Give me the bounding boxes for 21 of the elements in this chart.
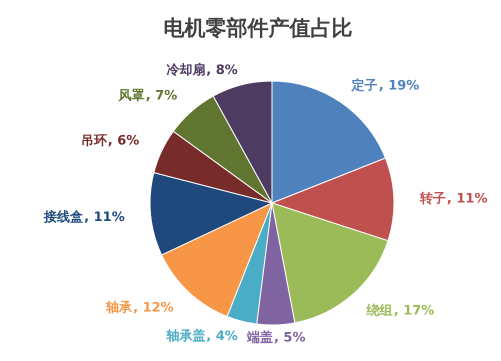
slice-label: 轴承 bbox=[105, 300, 134, 316]
slice-label: 定子 bbox=[350, 78, 378, 94]
data-label: , 17% bbox=[394, 303, 434, 318]
slice-label: 轴承盖 bbox=[165, 328, 206, 344]
slice-label: 绕组 bbox=[366, 303, 393, 318]
data-label: , 7% bbox=[146, 88, 178, 104]
slice-label: 风罩 bbox=[118, 88, 145, 104]
data-label: , 19% bbox=[378, 78, 420, 94]
data-label: , 11% bbox=[446, 191, 488, 206]
data-label: , 8% bbox=[206, 62, 238, 78]
slice-label: 转子 bbox=[418, 191, 446, 206]
slice-label: 吊环 bbox=[80, 134, 107, 149]
data-label: , 6% bbox=[108, 134, 140, 149]
slice-label: 冷却扇 bbox=[166, 62, 206, 78]
slice-label: 端盖 bbox=[246, 329, 273, 346]
data-label: , 4% bbox=[206, 329, 238, 344]
data-label: , 12% bbox=[133, 300, 174, 316]
chart-title: 电机零部件产值占比 bbox=[164, 16, 352, 40]
slice-label: 接线盒 bbox=[43, 208, 84, 225]
data-label: , 11% bbox=[84, 210, 125, 225]
data-label: , 5% bbox=[274, 330, 306, 346]
